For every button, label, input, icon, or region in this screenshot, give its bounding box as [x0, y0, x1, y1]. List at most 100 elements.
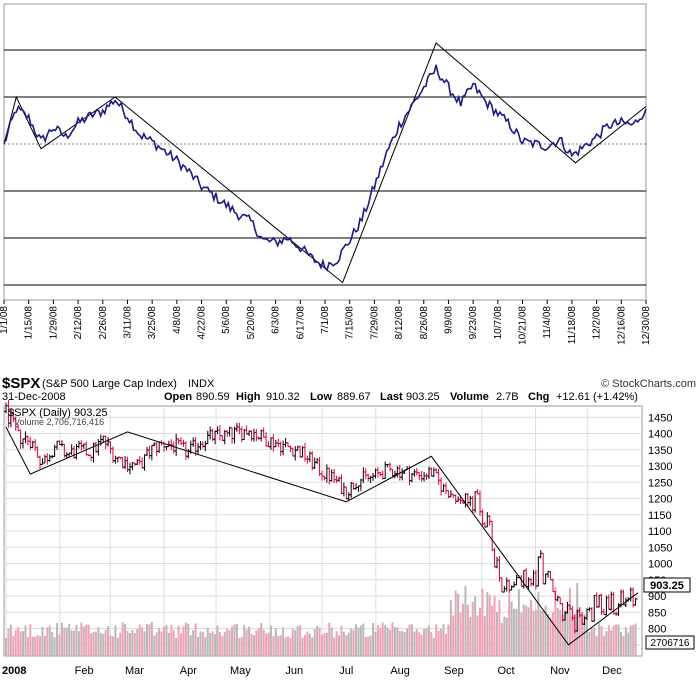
volume-bar-106	[262, 629, 265, 656]
volume-bar-183	[449, 600, 452, 656]
volume-bar-209	[513, 608, 516, 656]
volume-bar-96	[238, 637, 241, 656]
volume-bar-18	[48, 625, 51, 656]
volume-bar-53	[133, 632, 136, 656]
exchange-label: INDX	[188, 378, 215, 390]
volume-badge-box	[645, 635, 695, 650]
volume-bar-140	[345, 635, 348, 656]
oscillator-x-tick-label-9: 5/6/08	[221, 306, 232, 334]
price-y-tick-label-10: 1250	[648, 477, 672, 489]
oscillator-x-tick-label-22: 11/4/08	[542, 306, 553, 339]
volume-bar-221	[542, 610, 545, 656]
volume-bar-180	[442, 624, 445, 656]
volume-bar-133	[328, 622, 331, 656]
volume-bar-152	[374, 631, 377, 656]
volume-bar-132	[325, 632, 328, 656]
volume-bar-143	[352, 629, 355, 656]
oscillator-x-tick-label-10: 5/20/08	[246, 306, 257, 340]
volume-bar-160	[393, 627, 396, 656]
chg-value: +12.61 (+1.42%)	[556, 391, 638, 403]
volume-bar-163	[401, 631, 404, 656]
volume-bar-119	[294, 630, 297, 656]
oscillator-x-tick-label-2: 1/29/08	[48, 306, 59, 340]
oscillator-x-tick-label-11: 6/3/08	[271, 306, 282, 334]
volume-bar-190	[466, 604, 469, 656]
oscillator-x-tick-label-14: 7/15/08	[345, 306, 356, 340]
volume-bar-124	[306, 631, 309, 656]
volume-bar-25	[65, 627, 68, 656]
volume-bar-165	[406, 628, 409, 656]
volume-bar-212	[520, 612, 523, 656]
volume-bar-196	[481, 588, 484, 656]
volume-bar-82	[204, 637, 207, 656]
volume-bar-31	[80, 622, 83, 656]
volume-bar-86	[214, 634, 217, 656]
volume-bar-41	[104, 629, 107, 656]
volume-bar-27	[70, 630, 73, 656]
oscillator-x-tick-label-23: 11/18/08	[567, 306, 578, 345]
price-legend: $SPX (Daily) 903.25	[8, 407, 108, 419]
volume-bar-217	[532, 610, 535, 656]
volume-bar-187	[459, 612, 462, 656]
volume-bar-233	[571, 615, 574, 656]
volume-bar-162	[398, 630, 401, 656]
oscillator-x-tick-label-17: 8/26/08	[419, 306, 430, 340]
volume-bar-172	[423, 628, 426, 656]
volume-bar-167	[410, 624, 413, 656]
volume-bar-166	[408, 624, 411, 656]
volume-bar-48	[121, 622, 124, 656]
oscillator-x-tick-label-18: 9/9/08	[443, 306, 454, 334]
high-label: High	[236, 391, 261, 403]
oscillator-x-tick-label-1: 1/15/08	[24, 306, 35, 340]
volume-bar-139	[342, 631, 345, 656]
volume-bar-40	[102, 633, 105, 656]
volume-bar-130	[321, 634, 323, 656]
price-x-tick-label-6: Jul	[339, 665, 353, 677]
volume-bar-49	[124, 623, 127, 656]
volume-bar-247	[605, 631, 608, 656]
oscillator-x-tick-label-7: 4/8/08	[172, 306, 183, 334]
volume-bar-117	[289, 637, 292, 656]
volume-bar-6	[19, 631, 22, 656]
volume-bar-243	[595, 636, 598, 656]
volume-bar-215	[527, 607, 530, 656]
volume-bar-192	[471, 601, 474, 656]
volume-bar-92	[228, 630, 231, 656]
volume-bar-120	[296, 626, 299, 656]
volume-bar-35	[90, 633, 93, 656]
volume-bar-198	[486, 592, 489, 656]
volume-bar-67	[167, 633, 170, 656]
price-y-tick-label-1: 800	[648, 624, 666, 636]
volume-bar-104	[257, 628, 260, 656]
volume-bar-257	[629, 625, 632, 656]
oscillator-x-tick-label-4: 2/26/08	[98, 306, 109, 340]
volume-bar-171	[420, 634, 423, 656]
volume-bar-54	[136, 628, 139, 656]
volume-bar-80	[199, 631, 202, 656]
volume-bar-17	[46, 627, 49, 656]
volume-bar-59	[148, 624, 151, 656]
volume-bar-169	[415, 629, 418, 656]
volume-bar-225	[551, 611, 554, 656]
volume-bar-234	[573, 613, 576, 656]
volume-bar-74	[184, 622, 187, 656]
volume-bar-178	[437, 631, 440, 656]
volume-bar-125	[308, 633, 311, 656]
volume-bar-216	[530, 600, 533, 656]
volume-bar-144	[355, 624, 358, 656]
volume-bar-253	[619, 632, 622, 656]
volume-bar-220	[539, 609, 542, 656]
volume-bar-203	[498, 599, 501, 656]
symbol-label: $SPX	[2, 375, 40, 392]
last-price-badge-group: 903.25	[643, 577, 691, 593]
price-y-tick-label-6: 1050	[648, 542, 672, 554]
volume-bar-199	[488, 594, 491, 656]
price-x-tick-label-4: May	[230, 665, 251, 677]
volume-bar-244	[598, 622, 601, 656]
volume-bar-245	[600, 626, 603, 656]
volume-bar-137	[338, 635, 341, 656]
volume-bar-145	[357, 627, 360, 656]
volume-bar-72	[180, 633, 183, 656]
